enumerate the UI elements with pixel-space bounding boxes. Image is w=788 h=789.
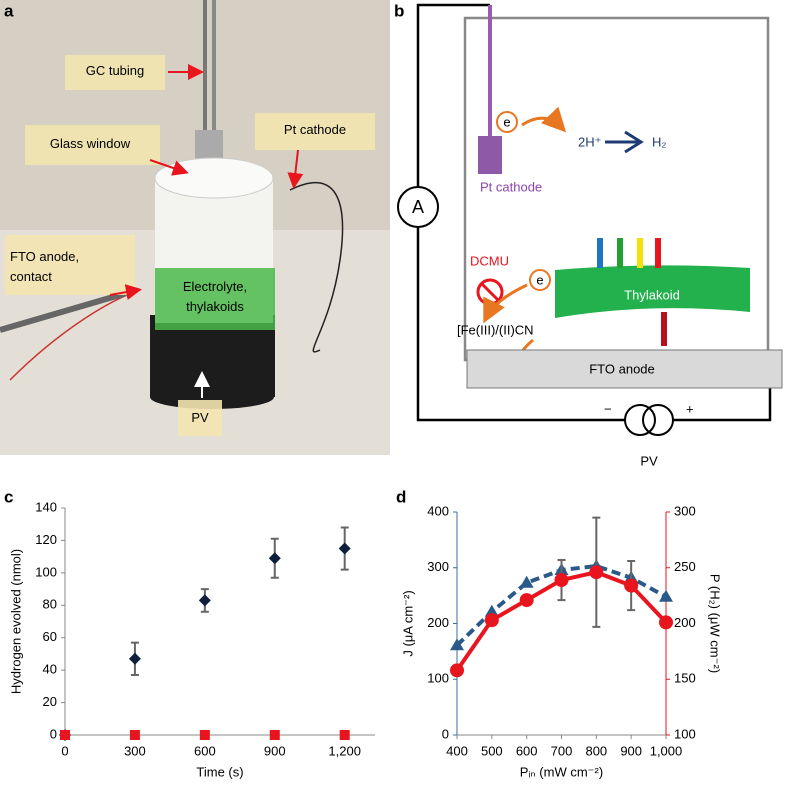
label-line: PV [191,410,209,425]
label-line: thylakoids [186,299,244,314]
x-tick-label: 1,200 [328,743,361,758]
y-axis-label: J (μA cm⁻²) [400,590,415,656]
x-axis-label: Pᵢₙ (mW cm⁻²) [520,764,603,779]
photo-label: GC tubing [86,63,145,78]
hydrogen-label: H₂ [652,134,666,149]
marker [589,565,604,580]
x-axis-label: Time (s) [196,764,243,779]
label-line: Electrolyte, [183,279,247,294]
marker [659,615,673,630]
photo-label: PV [191,410,209,425]
plus-label: + [686,401,694,416]
marker [450,638,464,651]
marker [554,573,569,588]
photo-label: Pt cathode [284,122,346,137]
marker [484,604,499,617]
y-axis-label: Hydrogen evolved (nmol) [8,549,23,694]
anode-label: FTO anode [589,361,655,376]
label-line: FTO anode, [10,249,79,264]
y-tick-label: 0 [50,726,57,741]
label-line: GC tubing [86,63,145,78]
panel-label: b [394,1,404,20]
marker [519,593,534,608]
diagram [397,3,783,436]
electron-label: e [503,114,510,129]
electron-label: e [536,272,543,287]
marker [269,730,280,740]
y-tick-label: 80 [43,597,57,612]
panel-label: a [4,1,14,20]
cathode-label: Pt cathode [480,179,542,194]
marker [450,663,464,678]
label-line: Glass window [50,136,131,151]
x-tick-label: 900 [620,743,642,758]
marker [624,578,639,593]
y-tick-label: 400 [427,503,449,518]
x-tick-label: 400 [446,743,468,758]
photo [0,0,390,455]
panel-label: c [4,487,13,506]
x-tick-label: 0 [61,743,68,758]
y-tick-label: 40 [43,662,57,677]
x-tick-label: 300 [124,743,146,758]
y-tick-label: 20 [43,694,57,709]
x-tick-label: 600 [194,743,216,758]
labels: a b c d GC tubing Glass window Pt cathod… [4,1,694,506]
inhibitor-label: DCMU [470,253,509,268]
x-tick-label: 700 [551,743,573,758]
marker [198,594,211,607]
label-line: Pt cathode [284,122,346,137]
marker [659,589,673,602]
minus-label: − [604,401,612,416]
y-tick-label: 120 [35,532,57,547]
marker [338,542,351,555]
y-tick-label: 200 [427,615,449,630]
photo-label: FTO anode, contact [10,249,79,284]
photo-label: Electrolyte, thylakoids [183,279,247,314]
y-tick-label: 300 [427,559,449,574]
x-tick-label: 600 [516,743,538,758]
y2-tick-label: 200 [674,615,696,630]
x-tick-label: 900 [264,743,286,758]
marker [268,552,281,565]
y2-axis-label: P (H₂) (μW cm⁻²) [708,574,723,673]
marker [339,730,350,740]
label-line: contact [10,269,52,284]
y2-tick-label: 150 [674,671,696,686]
marker [129,730,140,740]
mediator-label: [Fe(III)/(II)CN [457,322,534,337]
panel-label: d [396,487,406,506]
marker [484,613,499,628]
y-tick-label: 140 [35,499,57,514]
y-tick-label: 100 [35,564,57,579]
photo-label: Glass window [50,136,131,151]
ammeter-label: A [412,197,424,217]
proton-label: 2H⁺ [578,134,601,149]
x-tick-label: 1,000 [650,743,683,758]
thylakoid-label: Thylakoid [624,287,680,302]
y2-tick-label: 300 [674,503,696,518]
marker [128,652,141,665]
y-tick-label: 100 [427,671,449,686]
marker [199,730,210,740]
y-tick-label: 60 [43,629,57,644]
y2-tick-label: 250 [674,559,696,574]
y2-tick-label: 100 [674,726,696,741]
x-tick-label: 500 [481,743,503,758]
x-tick-label: 800 [585,743,607,758]
marker [519,575,534,588]
marker [60,730,70,740]
pv-label: PV [640,453,658,468]
y-tick-label: 0 [442,726,449,741]
